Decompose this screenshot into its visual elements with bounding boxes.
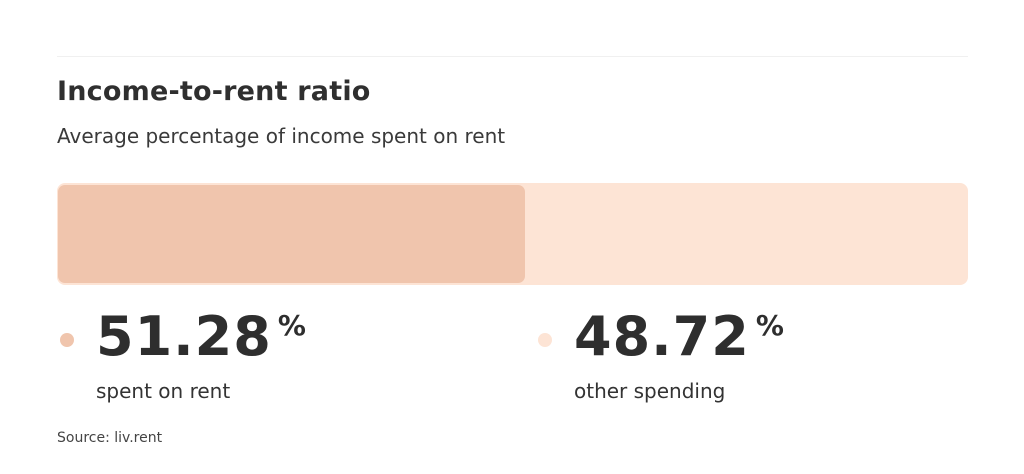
top-divider	[57, 56, 968, 57]
stat-rent-label: spent on rent	[96, 379, 231, 403]
chart-subtitle: Average percentage of income spent on re…	[57, 124, 506, 148]
ratio-bar-track	[57, 183, 968, 285]
chart-title: Income-to-rent ratio	[57, 76, 371, 107]
legend-dot-rent-icon	[60, 333, 74, 347]
stat-other-label: other spending	[574, 379, 726, 403]
percent-unit: %	[277, 309, 307, 342]
stat-other-value: 48.72%	[574, 305, 785, 368]
percent-unit: %	[755, 309, 785, 342]
stat-rent-value: 51.28%	[96, 305, 307, 368]
source-note: Source: liv.rent	[57, 430, 163, 446]
legend-dot-other-icon	[538, 333, 552, 347]
ratio-bar-fill-rent	[58, 185, 525, 283]
